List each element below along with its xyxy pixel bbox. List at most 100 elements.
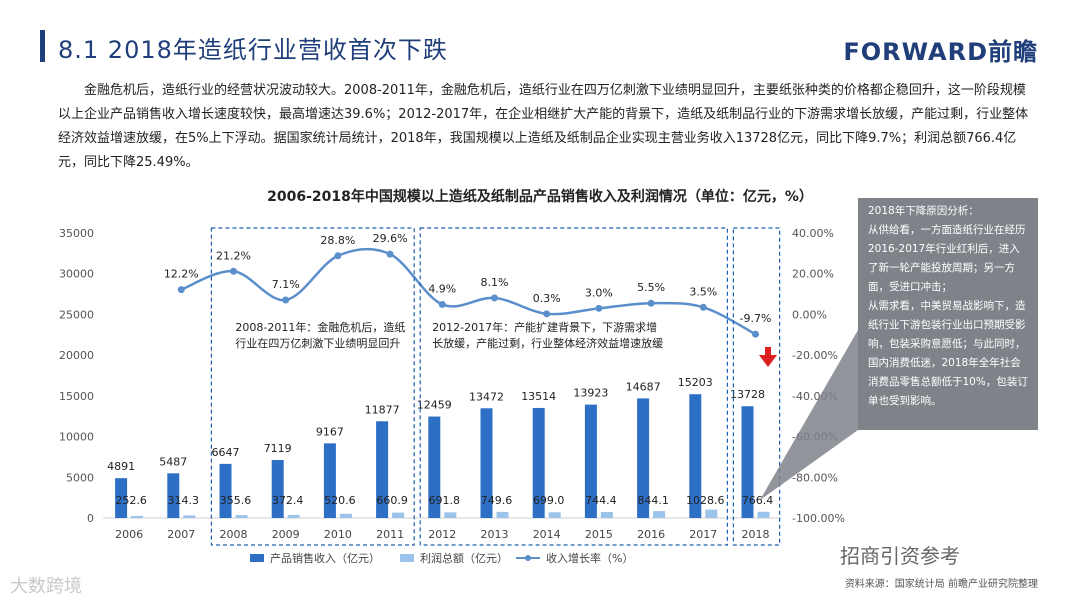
- growth-rate-label: 29.6%: [373, 232, 408, 245]
- bar-profit: [131, 515, 144, 518]
- bar-revenue-label: 14687: [626, 380, 661, 393]
- y-left-tick-label: 0: [87, 512, 94, 525]
- growth-rate-label: 5.5%: [637, 281, 665, 294]
- bar-profit-label: 520.6: [324, 494, 356, 507]
- bar-revenue-label: 9167: [316, 425, 344, 438]
- growth-rate-point: [752, 330, 759, 338]
- bar-profit-label: 660.9: [376, 494, 408, 507]
- x-tick-label: 2010: [324, 528, 352, 541]
- bar-revenue-label: 7119: [264, 442, 292, 455]
- down-arrow-shaft: [765, 347, 771, 355]
- x-tick-label: 2018: [742, 528, 770, 541]
- y-left-tick-label: 25000: [59, 308, 94, 321]
- watermark-right: 招商引资参考: [840, 544, 960, 568]
- x-tick-label: 2013: [481, 528, 509, 541]
- y-left-tick-label: 20000: [59, 349, 94, 362]
- bar-revenue: [323, 443, 336, 518]
- bar-profit: [496, 511, 509, 518]
- reason-line-3: 从需求看，中美贸易战影响下，造纸行业下游包装行业出口预期受影响，包装采购意愿低；…: [868, 300, 1028, 407]
- legend-label-profit: 利润总额（亿元）: [420, 551, 508, 565]
- watermark-left: 大数跨境: [10, 576, 82, 597]
- bar-revenue: [376, 421, 389, 518]
- callout-pointer: [760, 330, 858, 500]
- x-tick-label: 2011: [376, 528, 404, 541]
- annotation-text-2008-2011: 2008-2011年：金融危机后，造纸: [235, 320, 405, 334]
- x-tick-label: 2009: [272, 528, 300, 541]
- page-title: 8.1 2018年造纸行业营收首次下跌: [58, 36, 448, 64]
- bar-profit-label: 314.3: [168, 494, 200, 507]
- annotation-text-2012-2017: 2012-2017年：产能扩建背景下，下游需求增: [432, 320, 657, 334]
- bar-revenue: [689, 394, 702, 518]
- bar-profit: [548, 512, 561, 518]
- growth-rate-point: [282, 296, 290, 304]
- growth-rate-point: [438, 300, 446, 308]
- bar-profit: [757, 511, 770, 518]
- bar-revenue: [115, 478, 128, 518]
- y-right-tick-label: 40.00%: [792, 227, 834, 240]
- y-left-tick-label: 15000: [59, 390, 94, 403]
- growth-rate-label: 21.2%: [216, 249, 251, 262]
- bar-revenue: [219, 463, 232, 518]
- x-tick-label: 2017: [689, 528, 717, 541]
- bar-profit: [339, 513, 352, 518]
- title-accent-bar: [40, 30, 45, 62]
- bar-profit: [392, 512, 405, 518]
- bar-profit-label: 744.4: [585, 494, 617, 507]
- growth-rate-point: [595, 304, 603, 312]
- bar-profit-label: 749.6: [481, 494, 513, 507]
- bar-profit-label: 699.0: [533, 494, 565, 507]
- growth-rate-label: 7.1%: [272, 278, 300, 291]
- reason-analysis-box: 2018年下降原因分析： 从供给看，一方面造纸行业在经历2016-2017年行业…: [858, 198, 1038, 430]
- x-tick-label: 2014: [533, 528, 561, 541]
- legend-swatch-revenue: [250, 554, 264, 562]
- growth-rate-point: [177, 286, 185, 294]
- growth-rate-label: 4.9%: [428, 282, 456, 295]
- bar-revenue: [480, 408, 493, 518]
- bar-profit: [600, 511, 613, 518]
- bar-profit: [183, 515, 196, 518]
- bar-revenue-label: 12459: [417, 399, 452, 412]
- growth-rate-point: [699, 303, 707, 311]
- growth-rate-label: 8.1%: [481, 276, 509, 289]
- bar-revenue: [637, 398, 650, 518]
- bar-revenue: [271, 460, 284, 518]
- bar-revenue-label: 13728: [730, 388, 765, 401]
- bar-revenue: [584, 404, 597, 518]
- growth-rate-label: 0.3%: [533, 292, 561, 305]
- bar-revenue: [532, 407, 545, 518]
- bar-profit-label: 766.4: [742, 494, 774, 507]
- bar-revenue-label: 4891: [107, 460, 135, 473]
- legend-label-revenue: 产品销售收入（亿元）: [270, 551, 380, 565]
- bar-revenue-label: 13514: [521, 390, 556, 403]
- intro-paragraph: 金融危机后，造纸行业的经营状况波动较大。2008-2011年，金融危机后，造纸行…: [58, 83, 1029, 170]
- annotation-text-2008-2011: 行业在四万亿刺激下业绩明显回升: [235, 336, 400, 350]
- y-right-tick-label: -100.00%: [792, 512, 845, 525]
- down-arrow-icon: [759, 355, 777, 367]
- bar-profit-label: 372.4: [272, 494, 304, 507]
- y-right-tick-label: 0.00%: [792, 308, 827, 321]
- bar-revenue: [428, 416, 441, 518]
- chart-title: 2006-2018年中国规模以上造纸及纸制品产品销售收入及利润情况（单位：亿元，…: [267, 189, 813, 205]
- bar-revenue-label: 11877: [365, 403, 400, 416]
- growth-rate-label: -9.7%: [740, 312, 772, 325]
- x-tick-label: 2006: [115, 528, 143, 541]
- legend-marker-growth: [525, 555, 531, 561]
- annotation-box-2018: [732, 227, 781, 546]
- bar-profit: [444, 512, 457, 518]
- x-tick-label: 2012: [428, 528, 456, 541]
- bar-revenue-label: 13472: [469, 390, 504, 403]
- annotation-box-2008-2011: [210, 227, 415, 546]
- bar-profit-label: 252.6: [115, 494, 147, 507]
- growth-rate-label: 28.8%: [320, 234, 355, 247]
- y-right-tick-label: -80.00%: [792, 471, 838, 484]
- y-right-tick-label: -20.00%: [792, 349, 838, 362]
- y-left-tick-label: 30000: [59, 268, 94, 281]
- reason-line-2: 从供给看，一方面造纸行业在经历2016-2017年行业红利后，进入了新一轮产能投…: [868, 224, 1026, 293]
- x-tick-label: 2015: [585, 528, 613, 541]
- y-left-tick-label: 35000: [59, 227, 94, 240]
- legend-label-growth: 收入增长率（%）: [546, 551, 633, 565]
- growth-rate-label: 3.0%: [585, 286, 613, 299]
- bar-profit: [287, 514, 300, 518]
- bar-revenue-label: 15203: [678, 376, 713, 389]
- brand-logo: FORWARD前瞻: [843, 38, 1038, 66]
